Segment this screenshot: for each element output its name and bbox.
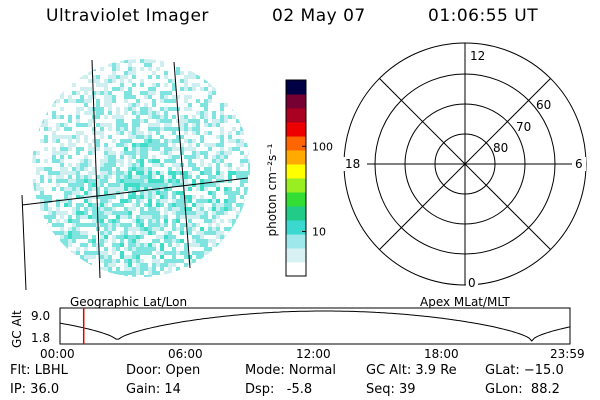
colorbar-unit-label: photon cm⁻²s⁻¹ [265, 143, 279, 237]
geographic-label: Geographic Lat/Lon [70, 295, 188, 309]
apex-label: Apex MLat/MLT [420, 295, 510, 309]
mlt-label-18: 18 [345, 157, 360, 171]
colorbar-segment [286, 192, 306, 207]
edge-meridian-line [21, 194, 27, 290]
ip-info: IP: 36.0 [10, 382, 60, 397]
glat-info: GLat: −15.0 [485, 363, 564, 378]
x-tick-1200: 12:00 [296, 347, 331, 361]
colorbar-segment [286, 220, 306, 235]
y-axis-label: GC Alt [10, 310, 24, 348]
x-tick-0000: 00:00 [40, 347, 75, 361]
orbit-altitude-plot: 9.0 1.8 GC Alt 00:00 06:00 12:00 18:00 2… [10, 307, 585, 361]
polar-diagonal-2 [379, 78, 551, 250]
lat-label-70: 70 [516, 120, 531, 134]
glon-info: GLon: 88.2 [485, 382, 560, 397]
y-tick-1.8: 1.8 [31, 331, 50, 345]
polar-plot: 12 18 6 0 60 70 80 [343, 42, 587, 290]
colorbar-segment [286, 248, 306, 263]
colorbar-segment [286, 136, 306, 151]
colorbar-segment [286, 150, 306, 165]
colorbar-segment [286, 164, 306, 179]
colorbar-segment [286, 178, 306, 193]
meridian-line-2 [173, 61, 191, 269]
parallel-line [21, 177, 249, 206]
colorbar-segment [286, 94, 306, 109]
gain-info: Gain: 14 [126, 382, 181, 397]
x-tick-2359: 23:59 [550, 347, 585, 361]
y-tick-9: 9.0 [31, 309, 50, 323]
gc-alt-info: GC Alt: 3.9 Re [366, 363, 457, 378]
instrument-title: Ultraviolet Imager [46, 6, 209, 26]
meridian-line-1 [91, 59, 101, 279]
mlt-label-12: 12 [470, 49, 485, 63]
colorbar-tick-label: 100 [312, 140, 333, 153]
colorbar-segment [286, 122, 306, 137]
flt-info: Flt: LBHL [10, 363, 68, 378]
colorbar-segment [286, 234, 306, 249]
colorbar-segment [286, 262, 306, 277]
x-tick-1800: 18:00 [424, 347, 459, 361]
colorbar-segment [286, 80, 306, 95]
lat-label-60: 60 [536, 98, 551, 112]
colorbar: 100 10 [285, 79, 333, 277]
mlt-label-0: 0 [468, 276, 476, 290]
x-tick-0600: 06:00 [168, 347, 203, 361]
altitude-curve [59, 310, 571, 342]
colorbar-segment [286, 206, 306, 221]
uv-image-disk [21, 59, 250, 290]
colorbar-segment [286, 108, 306, 123]
lat-label-80: 80 [493, 141, 508, 155]
orbit-plot-frame [59, 307, 571, 345]
mlt-label-6: 6 [575, 157, 583, 171]
colorbar-tick-label: 10 [312, 225, 326, 238]
door-info: Door: Open [126, 363, 201, 378]
time-label: 01:06:55 UT [428, 6, 539, 26]
dsp-info: Dsp: -5.8 [245, 382, 313, 397]
seq-info: Seq: 39 [366, 382, 416, 397]
mode-info: Mode: Normal [245, 363, 336, 378]
date-label: 02 May 07 [272, 6, 366, 26]
geographic-grid [21, 59, 249, 290]
